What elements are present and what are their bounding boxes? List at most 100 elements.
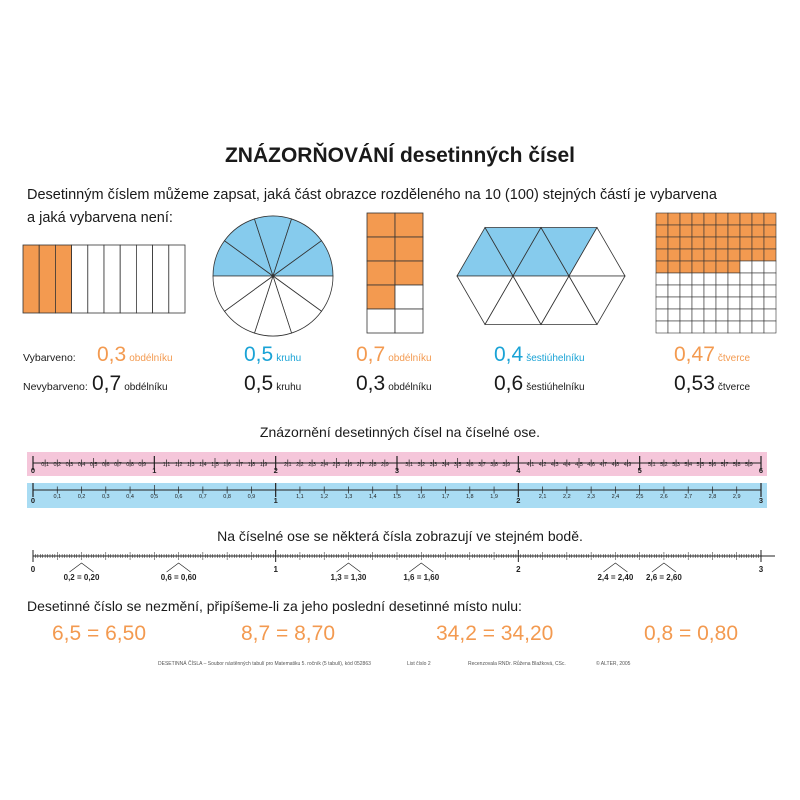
square-cell [739, 248, 753, 262]
axis3-equality: 0,6 = 0,60 [161, 573, 197, 582]
square-cell [691, 236, 705, 250]
square-cell [691, 224, 705, 238]
square-cell [751, 272, 765, 286]
strip-rect [71, 244, 89, 314]
strip-rect [135, 244, 153, 314]
grid-cell [394, 236, 424, 262]
intro-line-2: a jaká vybarvena není: [27, 210, 173, 226]
blue-line-minor-label: 2,7 [684, 494, 692, 500]
pink-line-minor-label: 2,9 [381, 462, 389, 468]
square-cell [751, 260, 765, 274]
pink-line-major-label: 2 [274, 466, 278, 475]
grid-cell [394, 284, 424, 310]
pink-line-minor-label: 4,4 [563, 462, 571, 468]
pink-line-minor-label: 2,2 [296, 462, 304, 468]
pink-line-minor-label: 1,1 [163, 462, 171, 468]
pink-line-minor-label: 2,8 [369, 462, 377, 468]
pink-line-minor-label: 5,8 [733, 462, 741, 468]
pink-line-minor-label: 5,3 [672, 462, 680, 468]
square-cell [655, 296, 669, 310]
pink-line-minor-label: 1,9 [260, 462, 268, 468]
pink-line-minor-label: 0,1 [41, 462, 49, 468]
pink-line-minor-label: 2,7 [357, 462, 365, 468]
square-cell [679, 284, 693, 298]
axis3-bracket [336, 562, 361, 573]
blue-line-minor-label: 2,9 [733, 494, 741, 500]
square-cell [679, 296, 693, 310]
shape4-colored-value: 0,4 šestiúhelníku [494, 343, 585, 366]
axis3-bracket [69, 562, 94, 573]
blue-line-minor-label: 2,8 [709, 494, 717, 500]
footer-left: DESETINNÁ ČÍSLA – Soubor nástěnných tabu… [158, 661, 371, 667]
square-cell [667, 296, 681, 310]
pink-line-minor-label: 2,6 [345, 462, 353, 468]
axis3-bracket [603, 562, 628, 573]
pink-line-minor-label: 3,9 [502, 462, 510, 468]
blue-line-minor-label: 1,2 [320, 494, 328, 500]
square-cell [739, 224, 753, 238]
blue-line-minor-label: 0,9 [248, 494, 256, 500]
intro-text: Desetinným číslem můžeme zapsat, jaká čá… [27, 184, 787, 230]
square-cell [715, 260, 729, 274]
pink-line-minor-label: 1,8 [248, 462, 256, 468]
strip-rect [87, 244, 105, 314]
axis3-equality: 2,4 = 2,40 [597, 573, 633, 582]
grid-cell [394, 260, 424, 286]
grid-cell [366, 236, 396, 262]
grid-cell [366, 260, 396, 286]
pink-line-major-label: 4 [516, 466, 521, 475]
axis3-bracket [409, 562, 434, 573]
equation-1: 6,5 = 6,50 [52, 622, 146, 645]
square-cell [751, 284, 765, 298]
shape4-uncolored-value: 0,6 šestiúhelníku [494, 372, 585, 395]
square-cell [715, 212, 729, 226]
square-cell [715, 236, 729, 250]
pink-line-minor-label: 5,1 [648, 462, 656, 468]
square-cell [751, 236, 765, 250]
pink-line-minor-label: 3,3 [430, 462, 438, 468]
pink-line-minor-label: 3,7 [478, 462, 486, 468]
axis3-bracket [651, 562, 677, 573]
equation-3: 34,2 = 34,20 [436, 622, 554, 645]
circle-sector [212, 275, 275, 312]
pink-line-minor-label: 3,2 [417, 462, 425, 468]
pink-line-minor-label: 3,8 [490, 462, 498, 468]
square-cell [691, 272, 705, 286]
square-cell [751, 248, 765, 262]
pink-line-minor-label: 4,5 [575, 462, 583, 468]
grid-cell [366, 212, 396, 238]
square-cell [715, 308, 729, 322]
square-cell [667, 212, 681, 226]
square-cell [655, 212, 669, 226]
blue-line-minor-label: 2,1 [539, 494, 547, 500]
square-cell [763, 236, 777, 250]
square-cell [727, 236, 741, 250]
pink-line-minor-label: 4,9 [624, 462, 632, 468]
blue-line-minor-label: 0,8 [223, 494, 231, 500]
blue-line-minor-label: 1,1 [296, 494, 304, 500]
square-cell [703, 320, 717, 334]
pink-line-major-label: 5 [638, 466, 642, 475]
square-cell [751, 296, 765, 310]
pink-line-minor-label: 0,4 [78, 462, 86, 468]
square-cell [715, 320, 729, 334]
square-cell [703, 236, 717, 250]
square-cell [739, 320, 753, 334]
axis3-equality: 1,3 = 1,30 [331, 573, 367, 582]
blue-line-minor-label: 0,3 [102, 494, 110, 500]
strip-rect [168, 244, 186, 314]
square-cell [715, 296, 729, 310]
blue-line-minor-label: 1,7 [442, 494, 450, 500]
square-cell [679, 320, 693, 334]
square-cell [691, 284, 705, 298]
axis3-major-label: 3 [759, 565, 764, 574]
pink-line-minor-label: 0,9 [138, 462, 146, 468]
square-cell [703, 224, 717, 238]
square-cell [691, 212, 705, 226]
blue-line-major-label: 1 [274, 496, 278, 505]
shape5-uncolored-value: 0,53 čtverce [674, 372, 751, 395]
square-cell [655, 308, 669, 322]
footer-review: Recenzovala RNDr. Růžena Blažková, CSc. [468, 661, 566, 667]
axis3-equality: 0,2 = 0,20 [64, 573, 100, 582]
pink-line-minor-label: 5,9 [745, 462, 753, 468]
